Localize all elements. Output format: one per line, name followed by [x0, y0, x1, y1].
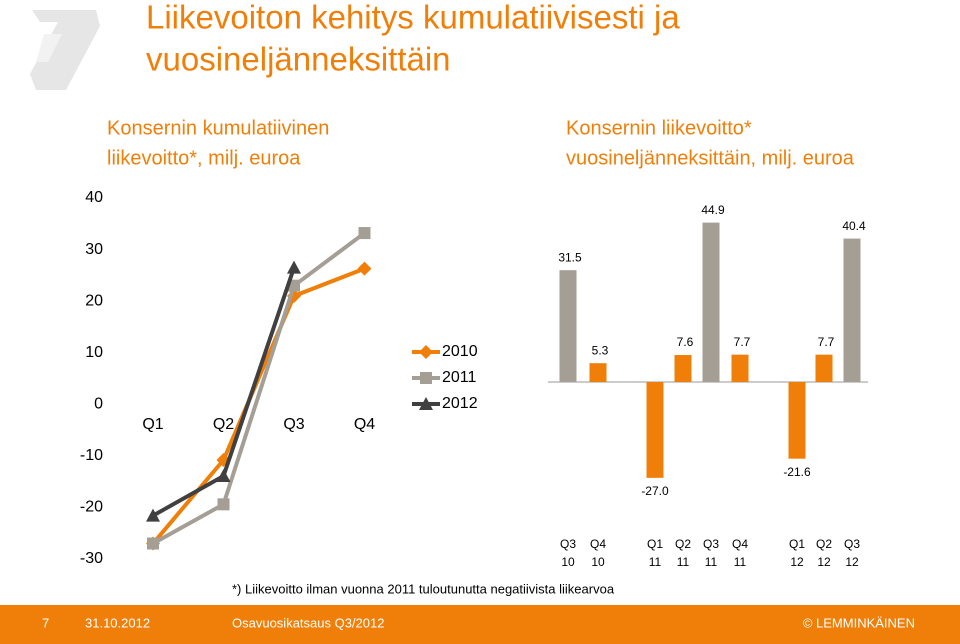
brand: © LEMMINKÄINEN	[803, 615, 915, 630]
footer-bar	[0, 605, 960, 644]
chart-title: Konsernin kumulatiivinen	[107, 117, 329, 139]
chart-title: Konsernin liikevoitto*	[566, 117, 752, 139]
value-label: -27.0	[641, 484, 669, 498]
x-tick-label: 12	[790, 555, 804, 569]
legend-label: 2012	[442, 395, 478, 412]
title: Liikevoiton kehitys kumulatiivisesti ja	[146, 0, 680, 36]
x-tick-label: Q1	[789, 537, 805, 551]
x-tick-label: Q1	[647, 537, 663, 551]
bar	[815, 354, 833, 382]
chart-title: vuosineljänneksittäin, milj. euroa	[566, 147, 855, 169]
value-label: 31.5	[558, 250, 582, 264]
chart-title: liikevoitto*, milj. euroa	[107, 147, 301, 169]
x-tick-label: 11	[705, 555, 718, 569]
x-tick-label: Q3	[283, 416, 304, 433]
date: 31.10.2012	[85, 615, 150, 630]
legend-label: 2010	[442, 343, 478, 360]
bar	[843, 238, 861, 382]
bar	[589, 363, 607, 382]
marker	[357, 261, 372, 276]
x-tick-label: Q2	[213, 416, 234, 433]
x-tick-label: Q4	[732, 537, 748, 551]
title: vuosineljänneksittäin	[146, 41, 451, 78]
x-tick-label: 12	[845, 555, 859, 569]
y-tick-label: 20	[85, 292, 103, 309]
bar	[702, 222, 720, 382]
marker	[419, 397, 433, 410]
marker	[419, 345, 433, 359]
series-line	[152, 231, 366, 546]
x-tick-label: Q2	[675, 537, 691, 551]
legend-label: 2011	[442, 369, 477, 386]
value-label: 7.7	[734, 335, 751, 349]
y-tick-label: -10	[80, 447, 103, 464]
bar	[646, 382, 664, 478]
value-label: 44.9	[701, 203, 725, 217]
y-tick-label: 30	[85, 241, 103, 258]
y-tick-label: 0	[94, 396, 103, 413]
x-tick-label: 11	[677, 555, 690, 569]
marker	[358, 227, 371, 240]
y-tick-label: -20	[80, 499, 103, 516]
marker	[147, 537, 159, 550]
y-tick-label: -30	[80, 550, 103, 567]
x-tick-label: Q4	[590, 537, 606, 551]
series-line	[151, 266, 366, 545]
bar	[674, 355, 692, 382]
page-number: 7	[42, 615, 49, 630]
bar	[559, 270, 577, 382]
x-tick-label: Q3	[844, 537, 860, 551]
value-label: 7.6	[677, 335, 694, 349]
bar	[788, 382, 806, 459]
marker	[217, 498, 230, 511]
value-label: 7.7	[818, 335, 835, 349]
x-tick-label: Q2	[816, 537, 832, 551]
marker	[420, 372, 432, 384]
x-tick-label: Q3	[560, 537, 576, 551]
x-tick-label: 11	[649, 555, 662, 569]
event: Osavuosikatsaus Q3/2012	[232, 615, 384, 630]
x-tick-label: Q1	[142, 416, 163, 433]
y-tick-label: 10	[85, 344, 103, 361]
logo	[30, 10, 100, 90]
marker	[216, 468, 231, 482]
footnote: *) Liikevoitto ilman vuonna 2011 tuloutu…	[232, 581, 615, 596]
value-label: 5.3	[592, 343, 609, 357]
x-tick-label: Q3	[703, 537, 719, 551]
bar	[731, 354, 749, 382]
x-tick-label: 12	[817, 555, 831, 569]
y-tick-label: 40	[85, 189, 103, 206]
marker	[146, 508, 160, 522]
x-tick-label: 11	[734, 555, 747, 569]
x-tick-label: Q4	[354, 416, 375, 433]
value-label: -21.6	[783, 465, 811, 479]
x-tick-label: 10	[561, 555, 575, 569]
value-label: 40.4	[842, 219, 866, 233]
marker	[287, 260, 301, 274]
x-tick-label: 10	[591, 555, 605, 569]
